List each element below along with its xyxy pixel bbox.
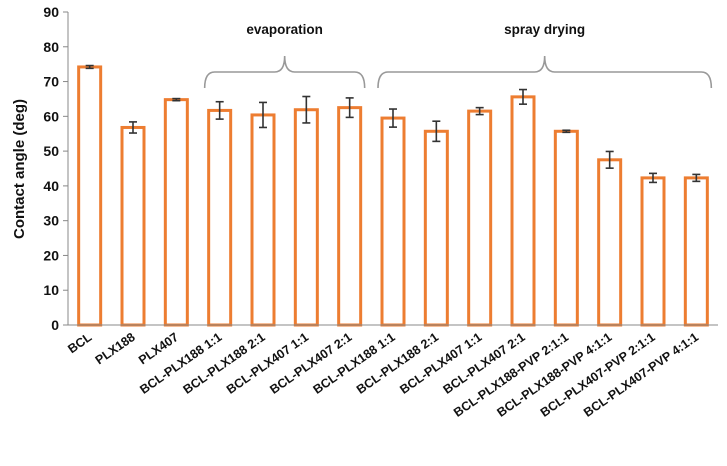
- bar: [640, 176, 666, 327]
- group-bracket: [203, 55, 366, 89]
- x-category-label: PLX188: [93, 330, 138, 367]
- bar: [380, 116, 406, 327]
- y-tick-label: 80: [43, 39, 59, 55]
- bar: [337, 106, 363, 327]
- group-label: spray drying: [504, 22, 585, 37]
- x-category-label: BCL: [65, 330, 94, 356]
- y-tick-label: 50: [43, 143, 59, 159]
- y-tick-label: 70: [43, 74, 59, 90]
- y-axis: 0 10 20 30 40 50 60 70 80 90: [43, 4, 69, 333]
- y-axis-title: Contact angle (deg): [11, 99, 28, 239]
- bar: [293, 108, 319, 327]
- y-tick-label: 90: [43, 4, 59, 20]
- bar: [597, 158, 623, 327]
- y-tick-label: 30: [43, 213, 59, 229]
- bar: [77, 65, 103, 327]
- group-label: evaporation: [246, 22, 323, 37]
- y-tick-label: 20: [43, 247, 59, 263]
- bar: [250, 113, 276, 327]
- bar: [510, 95, 536, 327]
- y-tick-label: 10: [43, 282, 59, 298]
- bar: [120, 125, 146, 327]
- bar: [163, 98, 189, 327]
- group-bracket: [377, 55, 713, 89]
- group-brackets: evaporation spray drying: [203, 22, 713, 89]
- bar: [553, 129, 579, 327]
- bar: [467, 109, 493, 327]
- y-tick-label: 0: [51, 317, 59, 333]
- bar: [423, 129, 449, 327]
- y-tick-label: 60: [43, 108, 59, 124]
- bars: [77, 65, 709, 327]
- bar: [207, 108, 233, 327]
- y-tick-label: 40: [43, 178, 59, 194]
- bar: [683, 176, 709, 327]
- error-bars: [85, 64, 701, 184]
